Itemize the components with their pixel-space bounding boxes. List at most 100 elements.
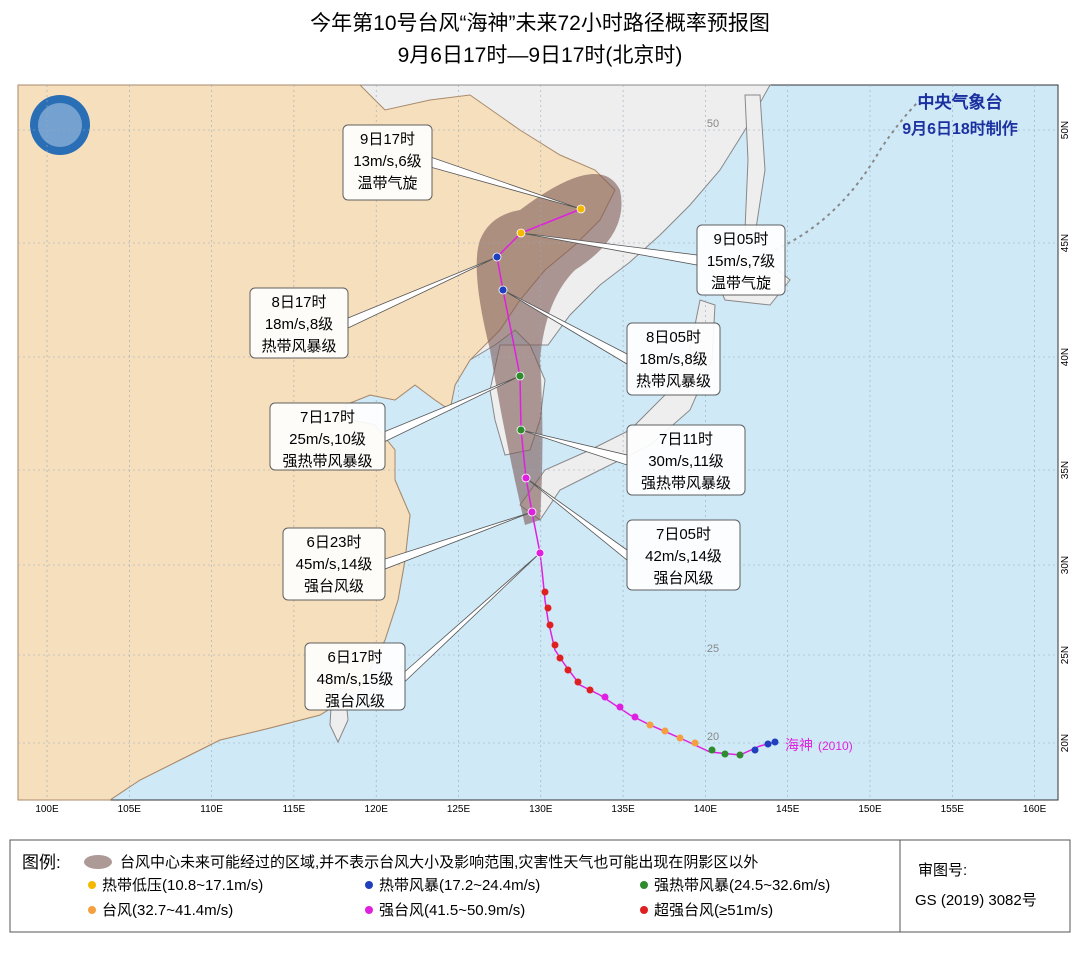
kuril-islands xyxy=(774,99,921,251)
legend-label: 台风(32.7~41.4m/s) xyxy=(102,902,233,919)
callout-wind: 48m/s,15级 xyxy=(317,671,394,688)
legend-label: 强台风(41.5~50.9m/s) xyxy=(379,902,525,919)
lon-label: 125E xyxy=(447,804,471,815)
track xyxy=(496,208,776,756)
legend: 图例: 台风中心未来可能经过的区域,并不表示台风大小及影响范围,灾害性天气也可能… xyxy=(9,839,1071,933)
callout-time: 7日11时 xyxy=(659,431,713,448)
land-japan xyxy=(519,299,716,521)
lat-label: 45N xyxy=(1060,234,1071,252)
logo-inner xyxy=(38,103,82,147)
lat-label: 25N xyxy=(1060,646,1071,664)
past-track-point xyxy=(661,727,669,735)
forecast-point xyxy=(516,228,526,238)
lon-label: 135E xyxy=(611,804,635,815)
lon-label: 145E xyxy=(776,804,800,815)
approval-number: GS (2019) 3082号 xyxy=(915,892,1037,909)
legend-title: 图例: xyxy=(22,853,61,872)
callout-wind: 45m/s,14级 xyxy=(296,556,373,573)
callout-category: 热带风暴级 xyxy=(636,373,711,390)
typhoon-code: (2010) xyxy=(818,739,853,753)
legend-marker xyxy=(88,906,96,914)
past-track-point xyxy=(691,739,699,747)
callout-category: 温带气旋 xyxy=(711,275,771,292)
forecast-point xyxy=(535,548,545,558)
lon-label: 110E xyxy=(200,804,223,815)
forecast-point xyxy=(516,425,526,435)
callout-time: 6日17时 xyxy=(327,649,382,666)
lon-label: 100E xyxy=(35,804,59,815)
past-track-point xyxy=(721,750,729,758)
callout-box xyxy=(626,519,741,591)
lat-label: 30N xyxy=(1060,556,1071,574)
lat-label: 50N xyxy=(1060,121,1071,139)
past-track-point xyxy=(544,604,552,612)
past-track-point xyxy=(541,588,549,596)
callout-box xyxy=(342,124,433,201)
forecast-point xyxy=(498,285,508,295)
callout-time: 8日05时 xyxy=(646,329,701,346)
legend-shade-swatch xyxy=(84,855,112,869)
inner-lat-label: 50 xyxy=(707,118,719,130)
past-track-point xyxy=(601,693,609,701)
lon-label: 150E xyxy=(858,804,882,815)
lon-label: 105E xyxy=(118,804,142,815)
lon-label: 155E xyxy=(941,804,965,815)
callout-time: 9日17时 xyxy=(360,131,415,148)
callout-time: 7日17时 xyxy=(300,409,355,426)
callout-time: 7日05时 xyxy=(656,526,711,543)
forecast-point xyxy=(576,204,586,214)
callout-category: 强热带风暴级 xyxy=(282,453,372,470)
probability-cone xyxy=(476,174,622,525)
legend-marker xyxy=(365,881,373,889)
forecast-point xyxy=(515,371,525,381)
callout-wind: 25m/s,10级 xyxy=(289,431,366,448)
map xyxy=(17,84,1059,801)
legend-marker xyxy=(640,881,648,889)
past-track-point xyxy=(586,686,594,694)
callout-wind: 42m/s,14级 xyxy=(645,548,722,565)
past-track-point xyxy=(556,654,564,662)
title: 今年第10号台风“海神”未来72小时路径概率预报图 xyxy=(310,12,770,35)
forecast-point xyxy=(492,252,502,262)
legend-label: 超强台风(≥51m/s) xyxy=(654,902,773,919)
logo xyxy=(30,95,90,155)
callout-category: 热带风暴级 xyxy=(261,338,336,355)
callout-box xyxy=(696,224,786,296)
past-track-point xyxy=(631,713,639,721)
inner-lat-label: 25 xyxy=(707,643,719,655)
callout-box xyxy=(282,527,386,601)
agency-name: 中央气象台 xyxy=(918,92,1003,112)
past-track-point xyxy=(574,678,582,686)
callout-wind: 30m/s,11级 xyxy=(648,453,724,470)
forecast-point xyxy=(527,507,537,517)
legend-marker xyxy=(640,906,648,914)
callout-wind: 18m/s,8级 xyxy=(265,316,333,333)
past-track-point xyxy=(736,751,744,759)
approval-label: 审图号: xyxy=(918,862,967,879)
callout-wind: 13m/s,6级 xyxy=(353,153,421,170)
callout-category: 强台风级 xyxy=(304,578,364,595)
callout-time: 9日05时 xyxy=(713,231,768,248)
callout-category: 强台风级 xyxy=(653,570,713,587)
lat-label: 40N xyxy=(1060,348,1071,366)
past-track-point xyxy=(771,738,779,746)
past-track-point xyxy=(551,641,559,649)
inner-lat-label: 20 xyxy=(707,731,719,743)
callout-time: 6日23时 xyxy=(306,534,361,551)
callout-box xyxy=(304,642,406,711)
callout-category: 温带气旋 xyxy=(357,175,417,192)
callout-wind: 18m/s,8级 xyxy=(639,351,707,368)
lon-label: 160E xyxy=(1023,804,1047,815)
legend-label: 热带风暴(17.2~24.4m/s) xyxy=(379,877,540,894)
lon-label: 130E xyxy=(529,804,553,815)
legend-shade-text: 台风中心未来可能经过的区域,并不表示台风大小及影响范围,灾害性天气也可能出现在阴… xyxy=(120,854,758,871)
legend-label: 强热带风暴(24.5~32.6m/s) xyxy=(654,877,830,894)
callout-time: 8日17时 xyxy=(271,294,326,311)
lon-label: 140E xyxy=(694,804,718,815)
past-track-point xyxy=(676,734,684,742)
callout-box xyxy=(269,402,386,471)
past-track-point xyxy=(708,746,716,754)
forecast-point xyxy=(521,473,531,483)
legend-label: 热带低压(10.8~17.1m/s) xyxy=(102,877,263,894)
